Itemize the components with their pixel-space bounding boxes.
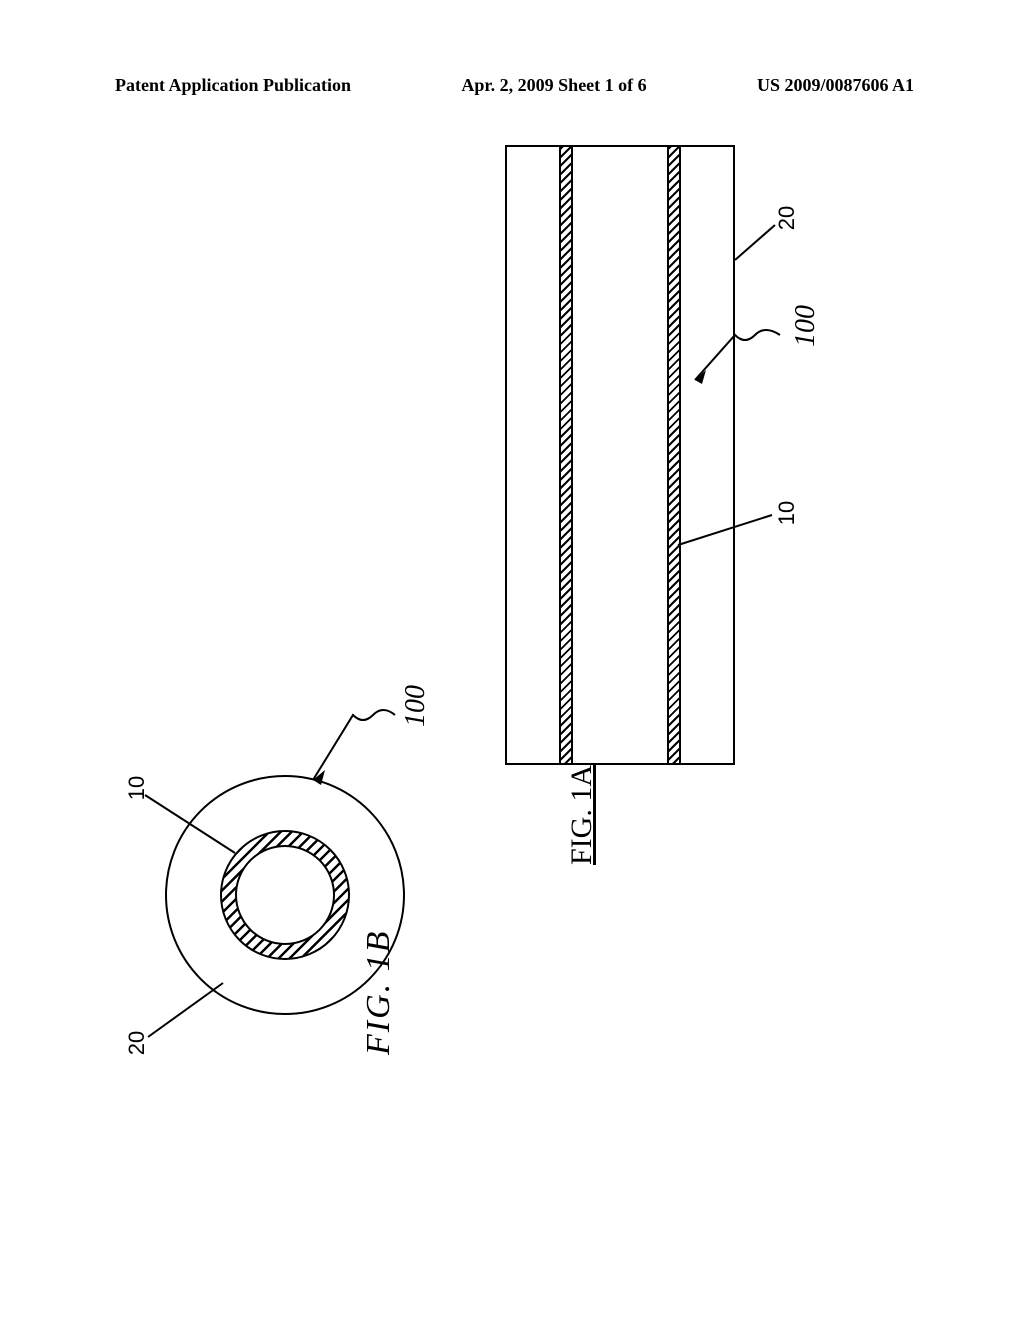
longitudinal-section	[505, 145, 735, 765]
caption-fig1a: FIG. 1A	[565, 765, 599, 865]
caption-fig1a-text: FIG. 1A	[565, 765, 598, 865]
header-center: Apr. 2, 2009 Sheet 1 of 6	[461, 75, 646, 96]
figure-area: 20 100 10 FIG. 1A 100	[115, 135, 915, 1235]
header-right: US 2009/0087606 A1	[757, 75, 914, 96]
lumen	[235, 845, 335, 945]
leader-100-cross	[295, 695, 405, 805]
caption-fig1b: FIG. 1B	[360, 930, 398, 1055]
leader-10-cross	[140, 785, 250, 875]
header-left: Patent Application Publication	[115, 75, 351, 96]
leader-10-long	[670, 490, 780, 560]
page: Patent Application Publication Apr. 2, 2…	[0, 0, 1024, 1320]
leader-20-cross	[143, 975, 253, 1045]
inner-liner-right	[667, 147, 681, 763]
ref-label-100-long: 100	[790, 305, 822, 347]
page-header: Patent Application Publication Apr. 2, 2…	[115, 75, 914, 96]
leader-100-long	[670, 310, 790, 400]
leader-20-long	[715, 205, 785, 275]
inner-liner-left	[559, 147, 573, 763]
